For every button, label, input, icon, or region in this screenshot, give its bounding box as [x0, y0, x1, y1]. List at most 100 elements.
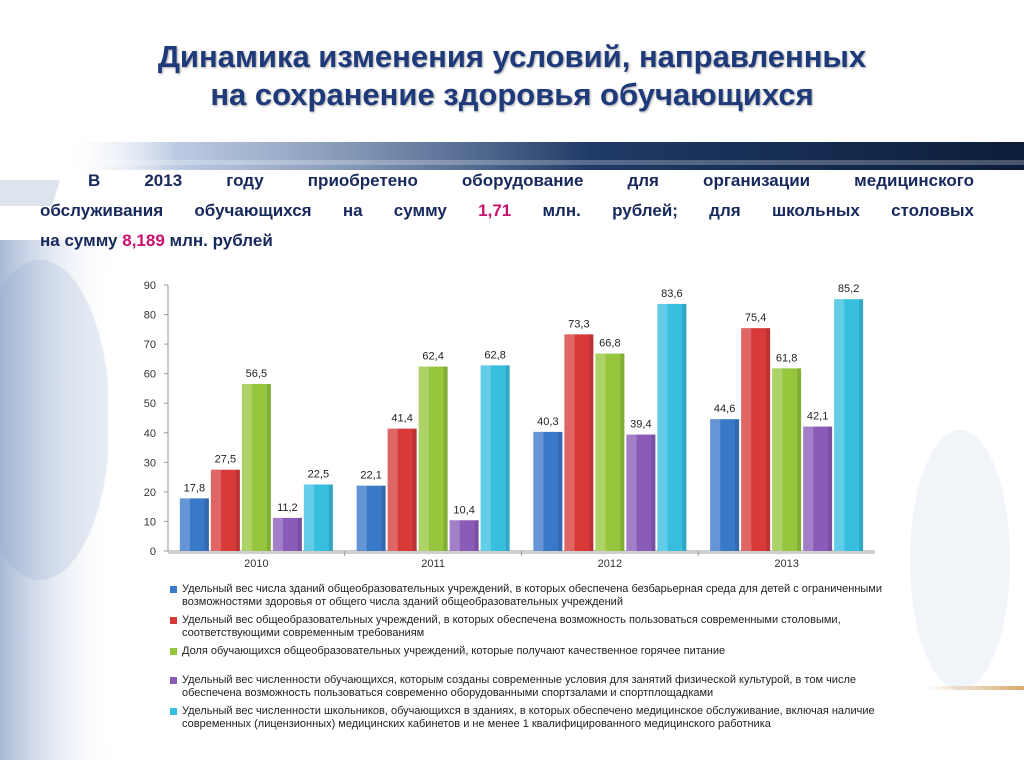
bar-shade	[474, 520, 479, 551]
page-title: Динамика изменения условий, направленных…	[0, 38, 1024, 114]
bar-shade	[859, 299, 864, 551]
bar-shade	[651, 434, 656, 551]
data-label: 42,1	[807, 411, 828, 423]
bar-highlight	[179, 498, 191, 551]
bar-shade	[235, 469, 240, 551]
bar-shade	[505, 365, 510, 551]
bar-shade	[328, 484, 333, 551]
bar-highlight	[303, 484, 315, 551]
bar	[803, 426, 833, 551]
data-label: 22,1	[360, 470, 381, 482]
intro-line-2-post: млн. рублей; для школьных столовых	[511, 201, 975, 220]
x-tick-label: 2013	[774, 558, 798, 570]
bar	[710, 419, 740, 551]
legend-item: Удельный вес числа зданий общеобразовате…	[170, 583, 890, 609]
bar	[533, 431, 563, 551]
chart-legend: Удельный вес числа зданий общеобразовате…	[170, 583, 890, 736]
bar	[480, 365, 510, 551]
legend-swatch	[170, 708, 177, 715]
data-label: 17,8	[184, 482, 205, 494]
bar-highlight	[533, 431, 544, 551]
data-label: 61,8	[776, 352, 797, 364]
data-label: 27,5	[215, 454, 236, 466]
bar	[303, 484, 333, 551]
data-label: 73,3	[568, 318, 589, 330]
bar	[179, 498, 209, 551]
bar-shade	[204, 498, 209, 551]
bar	[241, 384, 271, 551]
legend-item: Доля обучающихся общеобразовательных учр…	[170, 645, 890, 658]
canteen-sum-value: 8,189	[122, 231, 165, 250]
bar-highlight	[210, 469, 222, 551]
x-tick-label: 2011	[421, 558, 445, 570]
title-line-1: Динамика изменения условий, направленных	[157, 39, 867, 74]
legend-label: Доля обучающихся общеобразовательных учр…	[182, 645, 726, 657]
bar-highlight	[626, 434, 637, 551]
data-label: 39,4	[630, 419, 651, 431]
data-label: 62,4	[422, 351, 443, 363]
legend-item: Удельный вес численности школьников, обу…	[170, 705, 890, 731]
bar-shade	[297, 517, 302, 551]
bar-highlight	[803, 426, 814, 551]
data-label: 85,2	[838, 283, 859, 295]
bar	[741, 328, 771, 551]
bar-shade	[682, 303, 687, 551]
legend-swatch	[170, 648, 177, 655]
bar-highlight	[772, 368, 783, 551]
legend-swatch	[170, 617, 177, 624]
y-tick-label: 80	[144, 310, 156, 322]
data-label: 44,6	[714, 403, 735, 415]
bar-highlight	[387, 428, 398, 551]
legend-item: Удельный вес общеобразовательных учрежде…	[170, 614, 890, 640]
legend-label: Удельный вес численности обучающихся, ко…	[182, 674, 856, 699]
data-label: 40,3	[537, 416, 558, 428]
bar	[834, 299, 864, 551]
y-tick-label: 0	[150, 546, 156, 558]
bar-shade	[735, 419, 740, 551]
intro-line-2-pre: обслуживания обучающихся на сумму	[40, 201, 479, 220]
bar-highlight	[741, 328, 752, 551]
bar	[657, 303, 687, 551]
bar-shade	[797, 368, 802, 551]
bar	[772, 368, 802, 551]
data-label: 62,8	[484, 349, 505, 361]
legend-swatch	[170, 677, 177, 684]
y-tick-label: 50	[144, 398, 156, 410]
bar-shade	[443, 366, 448, 551]
bar-shade	[381, 485, 386, 551]
bar	[626, 434, 656, 551]
bar-shade	[589, 334, 594, 551]
bar-highlight	[595, 353, 606, 551]
data-label: 56,5	[246, 368, 267, 380]
intro-paragraph: В 2013 году приобретено оборудование для…	[40, 166, 974, 256]
equipment-sum-value: 1,71	[478, 201, 512, 220]
bar	[356, 485, 386, 551]
bar-highlight	[449, 520, 460, 551]
bar-highlight	[710, 419, 721, 551]
bar	[449, 520, 479, 551]
bar	[418, 366, 448, 551]
y-tick-label: 70	[144, 339, 156, 351]
bar-highlight	[356, 485, 367, 551]
bar-shade	[766, 328, 771, 551]
bar-highlight	[657, 303, 668, 551]
bar-shade	[828, 426, 833, 551]
intro-line-1: В 2013 году приобретено оборудование для…	[88, 171, 974, 190]
legend-label: Удельный вес числа зданий общеобразовате…	[182, 583, 883, 608]
title-line-2: на сохранение здоровья обучающихся	[210, 77, 814, 112]
data-label: 11,2	[277, 502, 298, 514]
bar-highlight	[480, 365, 491, 551]
bar	[387, 428, 417, 551]
bar	[210, 469, 240, 551]
legend-swatch	[170, 586, 177, 593]
bar-shade	[620, 353, 625, 551]
bar-highlight	[834, 299, 845, 551]
y-tick-label: 40	[144, 428, 156, 440]
legend-label: Удельный вес численности школьников, обу…	[182, 705, 875, 730]
y-tick-label: 20	[144, 487, 156, 499]
y-tick-label: 60	[144, 369, 156, 381]
x-tick-label: 2012	[598, 558, 622, 570]
intro-line-2: обслуживания обучающихся на сумму 1,71 м…	[40, 196, 974, 226]
bar-shade	[558, 431, 563, 551]
